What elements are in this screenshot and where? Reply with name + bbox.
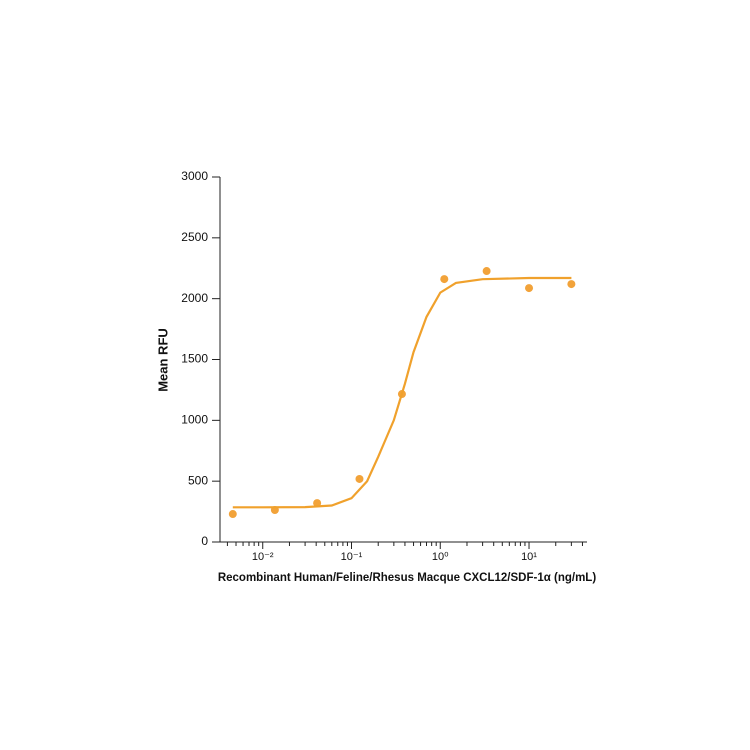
fit-curve [232, 276, 572, 509]
y-tick-label: 0 [201, 534, 208, 548]
y-tick-label: 3000 [181, 169, 208, 183]
data-point [228, 510, 237, 519]
data-point [525, 284, 534, 293]
y-tick-label: 2500 [181, 230, 208, 244]
data-point [440, 275, 449, 284]
x-tick-label: 10⁰ [432, 551, 449, 563]
x-tick-label: 10⁻¹ [341, 551, 363, 563]
x-tick-label: 10¹ [521, 551, 537, 563]
data-point [313, 499, 322, 508]
data-point [355, 474, 364, 483]
y-axis-label: Mean RFU [155, 328, 170, 392]
y-tick-label: 2000 [181, 291, 208, 305]
data-point [482, 267, 491, 276]
x-axis-label: Recombinant Human/Feline/Rhesus Macque C… [218, 572, 596, 584]
x-tick-label: 10⁻² [252, 551, 274, 563]
y-tick-label: 1000 [181, 413, 208, 427]
y-tick-label: 500 [188, 473, 208, 487]
data-point [567, 280, 576, 289]
y-tick-label: 1500 [181, 352, 208, 366]
